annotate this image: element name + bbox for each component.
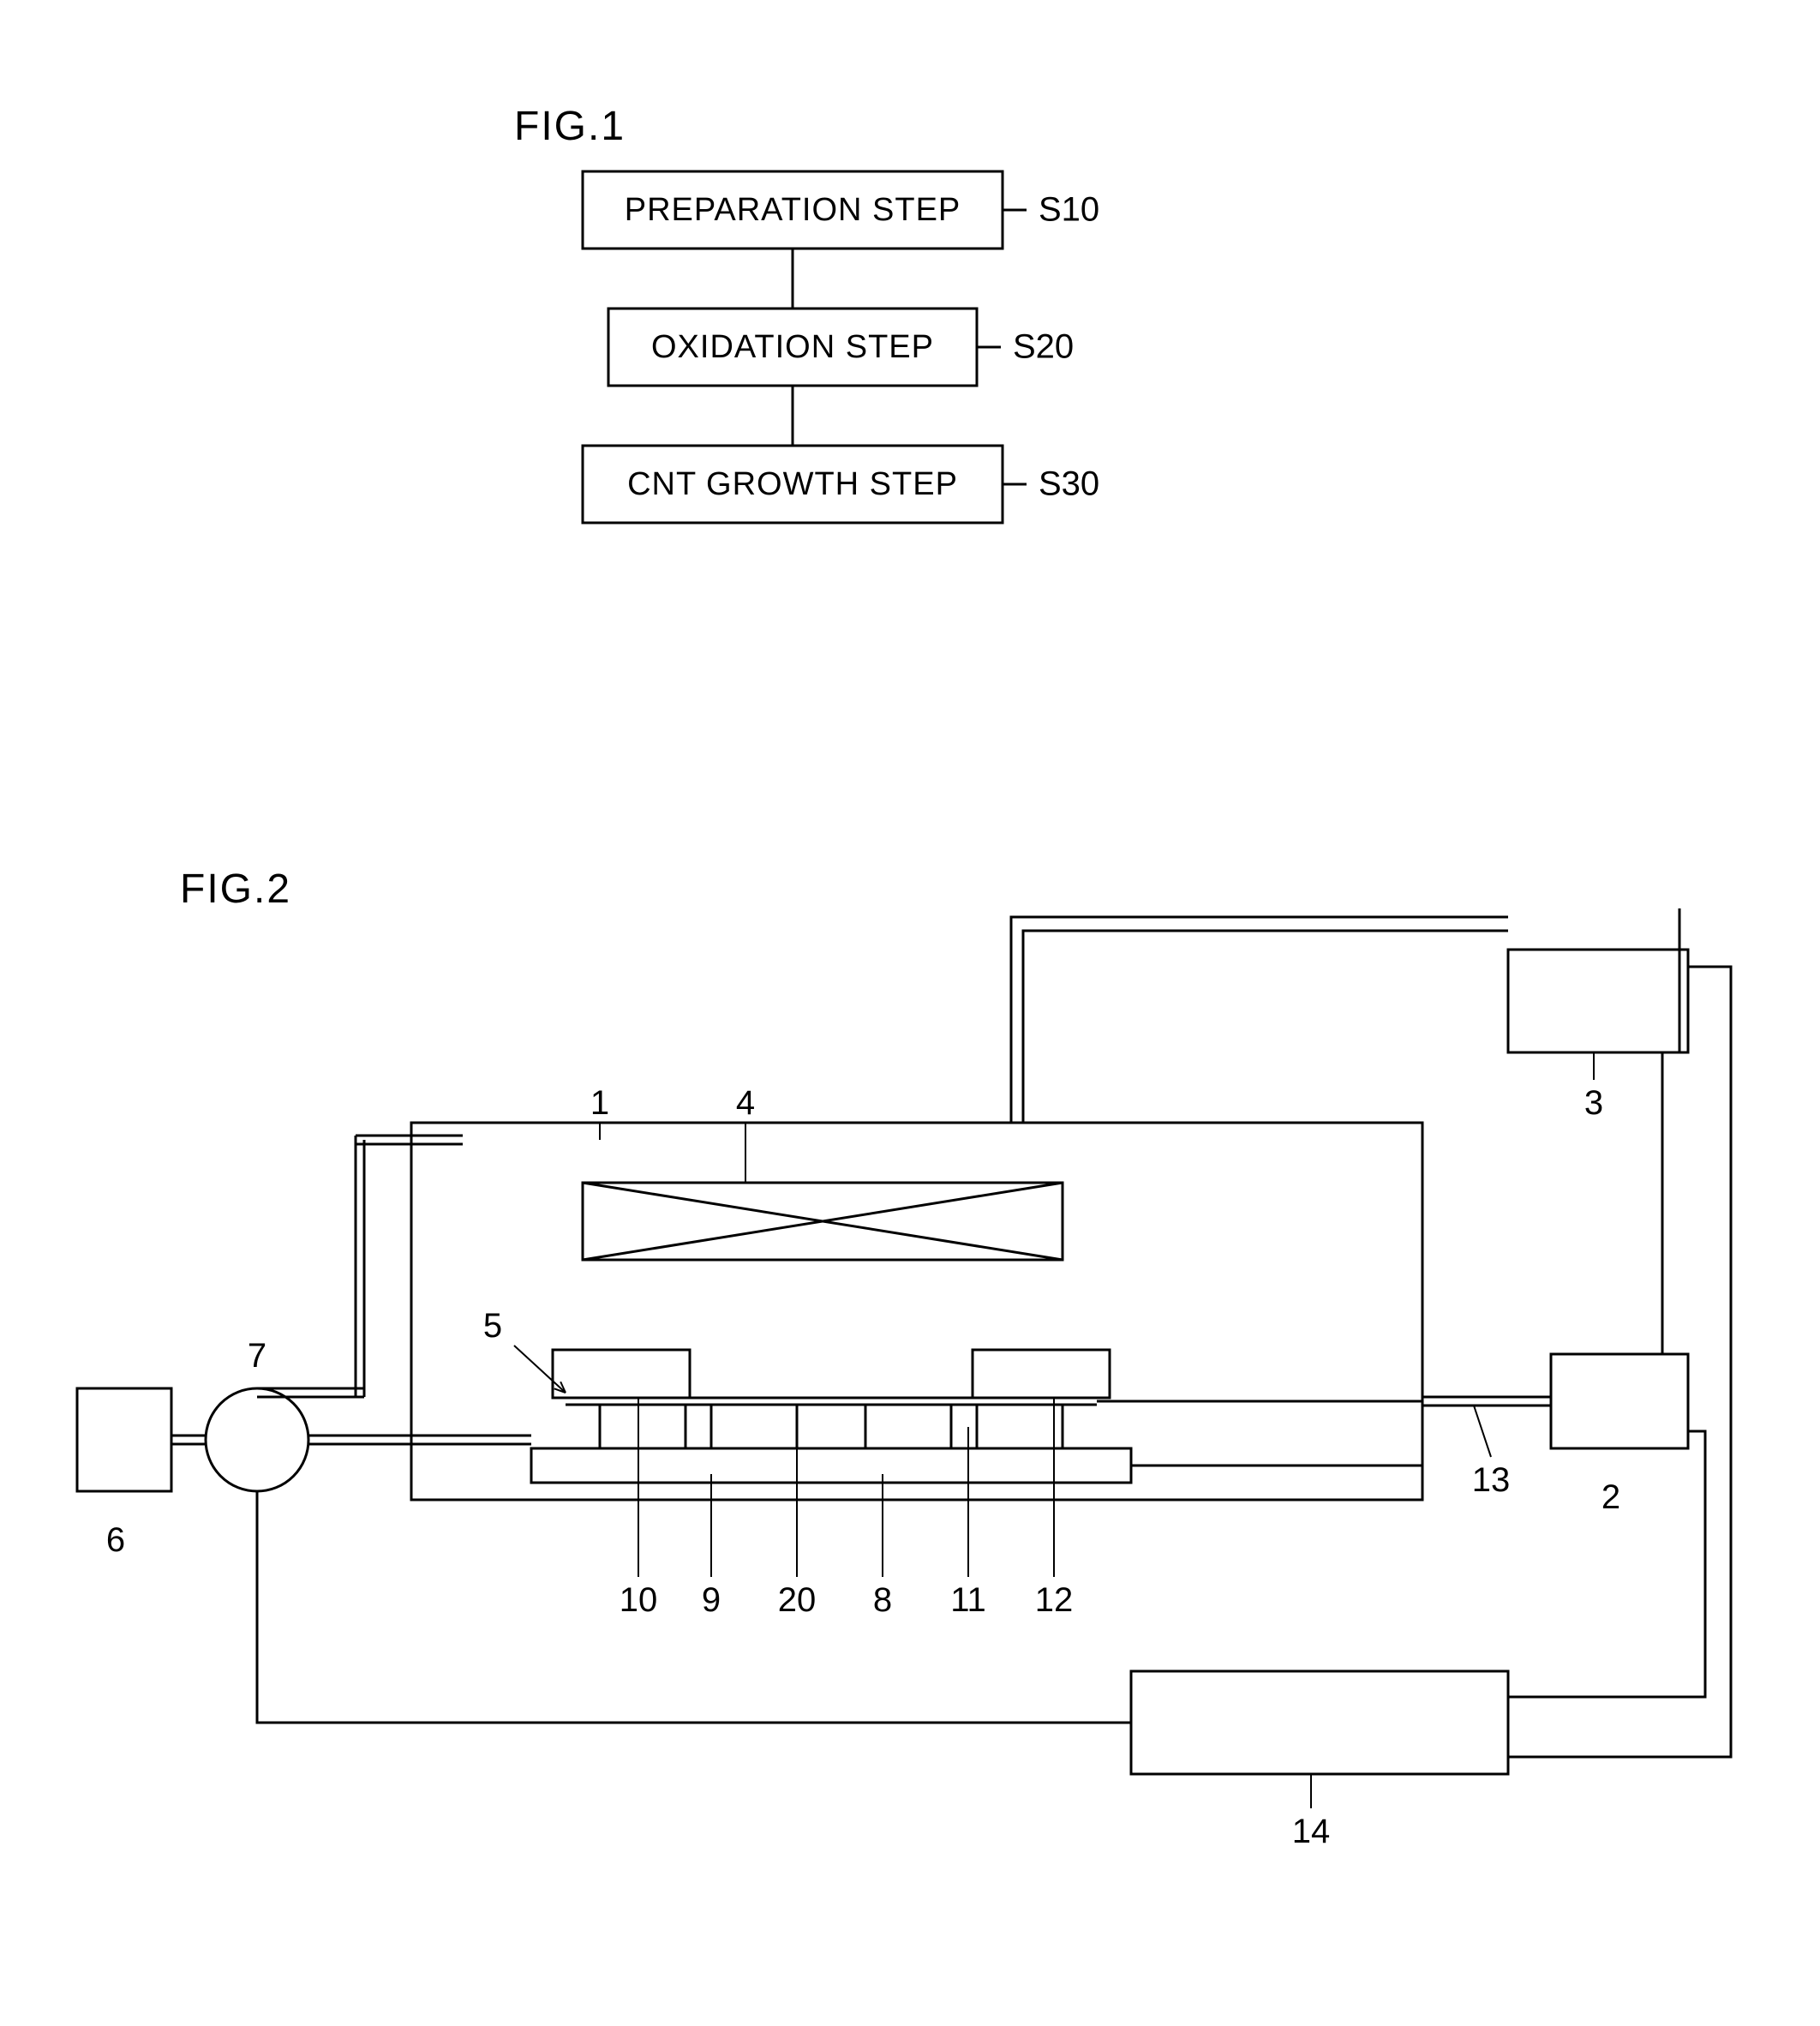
ref-label: 1	[590, 1084, 609, 1122]
box-3	[1508, 950, 1688, 1052]
flow-side-label: S20	[1013, 328, 1074, 366]
box-14	[1131, 1671, 1508, 1774]
ref-label: 20	[778, 1581, 817, 1619]
ref-label: 7	[248, 1337, 266, 1375]
page-container: FIG.1 FIG.2 PREPARATION STEPS10OXIDATION…	[0, 0, 1820, 2026]
flow-box-label: CNT GROWTH STEP	[627, 466, 958, 502]
pedestal	[531, 1448, 1131, 1483]
ref-label: 2	[1601, 1478, 1620, 1516]
ref-label: 11	[950, 1581, 986, 1619]
ref-label: 13	[1472, 1461, 1511, 1499]
wire-7-14	[257, 1491, 1131, 1723]
leader	[514, 1346, 566, 1393]
flow-box-label: OXIDATION STEP	[651, 329, 934, 365]
flow-side-label: S10	[1039, 191, 1099, 229]
ref-label: 12	[1035, 1581, 1074, 1619]
ref-label: 10	[620, 1581, 658, 1619]
ref-label: 9	[702, 1581, 721, 1619]
ref-label: 4	[736, 1084, 755, 1122]
ref-label: 3	[1584, 1084, 1603, 1122]
ref-label: 6	[106, 1521, 125, 1559]
wire-3-inner	[1023, 931, 1508, 1123]
wire-2-14	[1508, 1431, 1705, 1697]
leader	[1474, 1406, 1491, 1457]
heater-seg	[711, 1405, 797, 1448]
box-6	[77, 1388, 171, 1491]
ref-label: 14	[1292, 1813, 1331, 1850]
diagram-svg: PREPARATION STEP S10 OXIDATION STEP S20 CNT …	[0, 0, 1820, 2026]
heater-seg	[865, 1405, 951, 1448]
ref-label: 8	[873, 1581, 892, 1619]
heater-seg	[977, 1405, 1063, 1448]
flow-side-label: S30	[1039, 465, 1099, 503]
wire-3-14-outer	[1508, 967, 1731, 1757]
wire-3-outer	[1011, 917, 1508, 1123]
heater-seg	[600, 1405, 685, 1448]
flow-box-label: PREPARATION STEP	[625, 192, 961, 228]
valve-7	[206, 1388, 308, 1491]
clamp-right	[973, 1350, 1110, 1398]
chamber	[411, 1123, 1422, 1500]
ref-label: 5	[483, 1307, 502, 1345]
box-2	[1551, 1354, 1688, 1448]
clamp-left	[553, 1350, 690, 1398]
